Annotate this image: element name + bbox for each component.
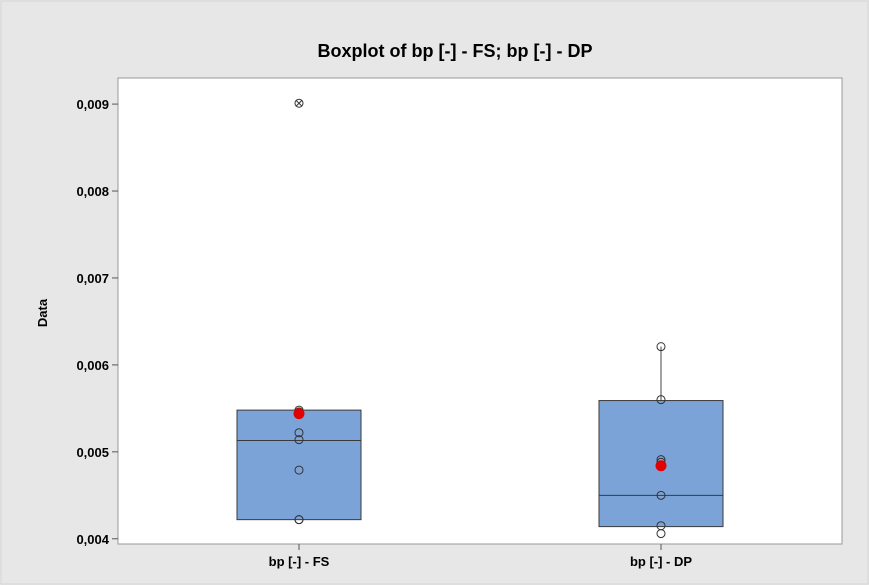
y-tick-label: 0,006 xyxy=(76,358,109,373)
data-point xyxy=(656,490,666,500)
data-point xyxy=(656,342,666,352)
box-series xyxy=(598,342,724,539)
y-axis-label: Data xyxy=(35,298,50,327)
data-point xyxy=(656,395,666,405)
plot-area xyxy=(117,77,843,545)
boxes xyxy=(236,98,724,539)
data-point xyxy=(294,465,304,475)
mean-point xyxy=(655,460,667,472)
data-point xyxy=(656,521,666,531)
chart-title: Boxplot of bp [-] - FS; bp [-] - DP xyxy=(318,41,593,61)
y-axis: 0,004 0,005 0,006 0,007 0,008 0,009 xyxy=(76,97,118,547)
x-tick-label: bp [-] - DP xyxy=(630,554,692,569)
y-tick-label: 0,004 xyxy=(76,532,109,547)
y-tick-label: 0,007 xyxy=(76,271,109,286)
outlier-marker xyxy=(295,99,303,107)
x-axis: bp [-] - FS bp [-] - DP xyxy=(269,544,692,569)
box-iqr xyxy=(236,409,362,521)
box-series xyxy=(236,98,362,525)
data-point xyxy=(294,515,304,525)
x-tick-label: bp [-] - FS xyxy=(269,554,330,569)
data-point xyxy=(294,428,304,438)
y-tick-label: 0,008 xyxy=(76,184,109,199)
data-point xyxy=(294,435,304,445)
outlier-point xyxy=(294,98,304,108)
y-tick-label: 0,009 xyxy=(76,97,109,112)
y-tick-label: 0,005 xyxy=(76,445,109,460)
mean-point xyxy=(293,408,305,420)
